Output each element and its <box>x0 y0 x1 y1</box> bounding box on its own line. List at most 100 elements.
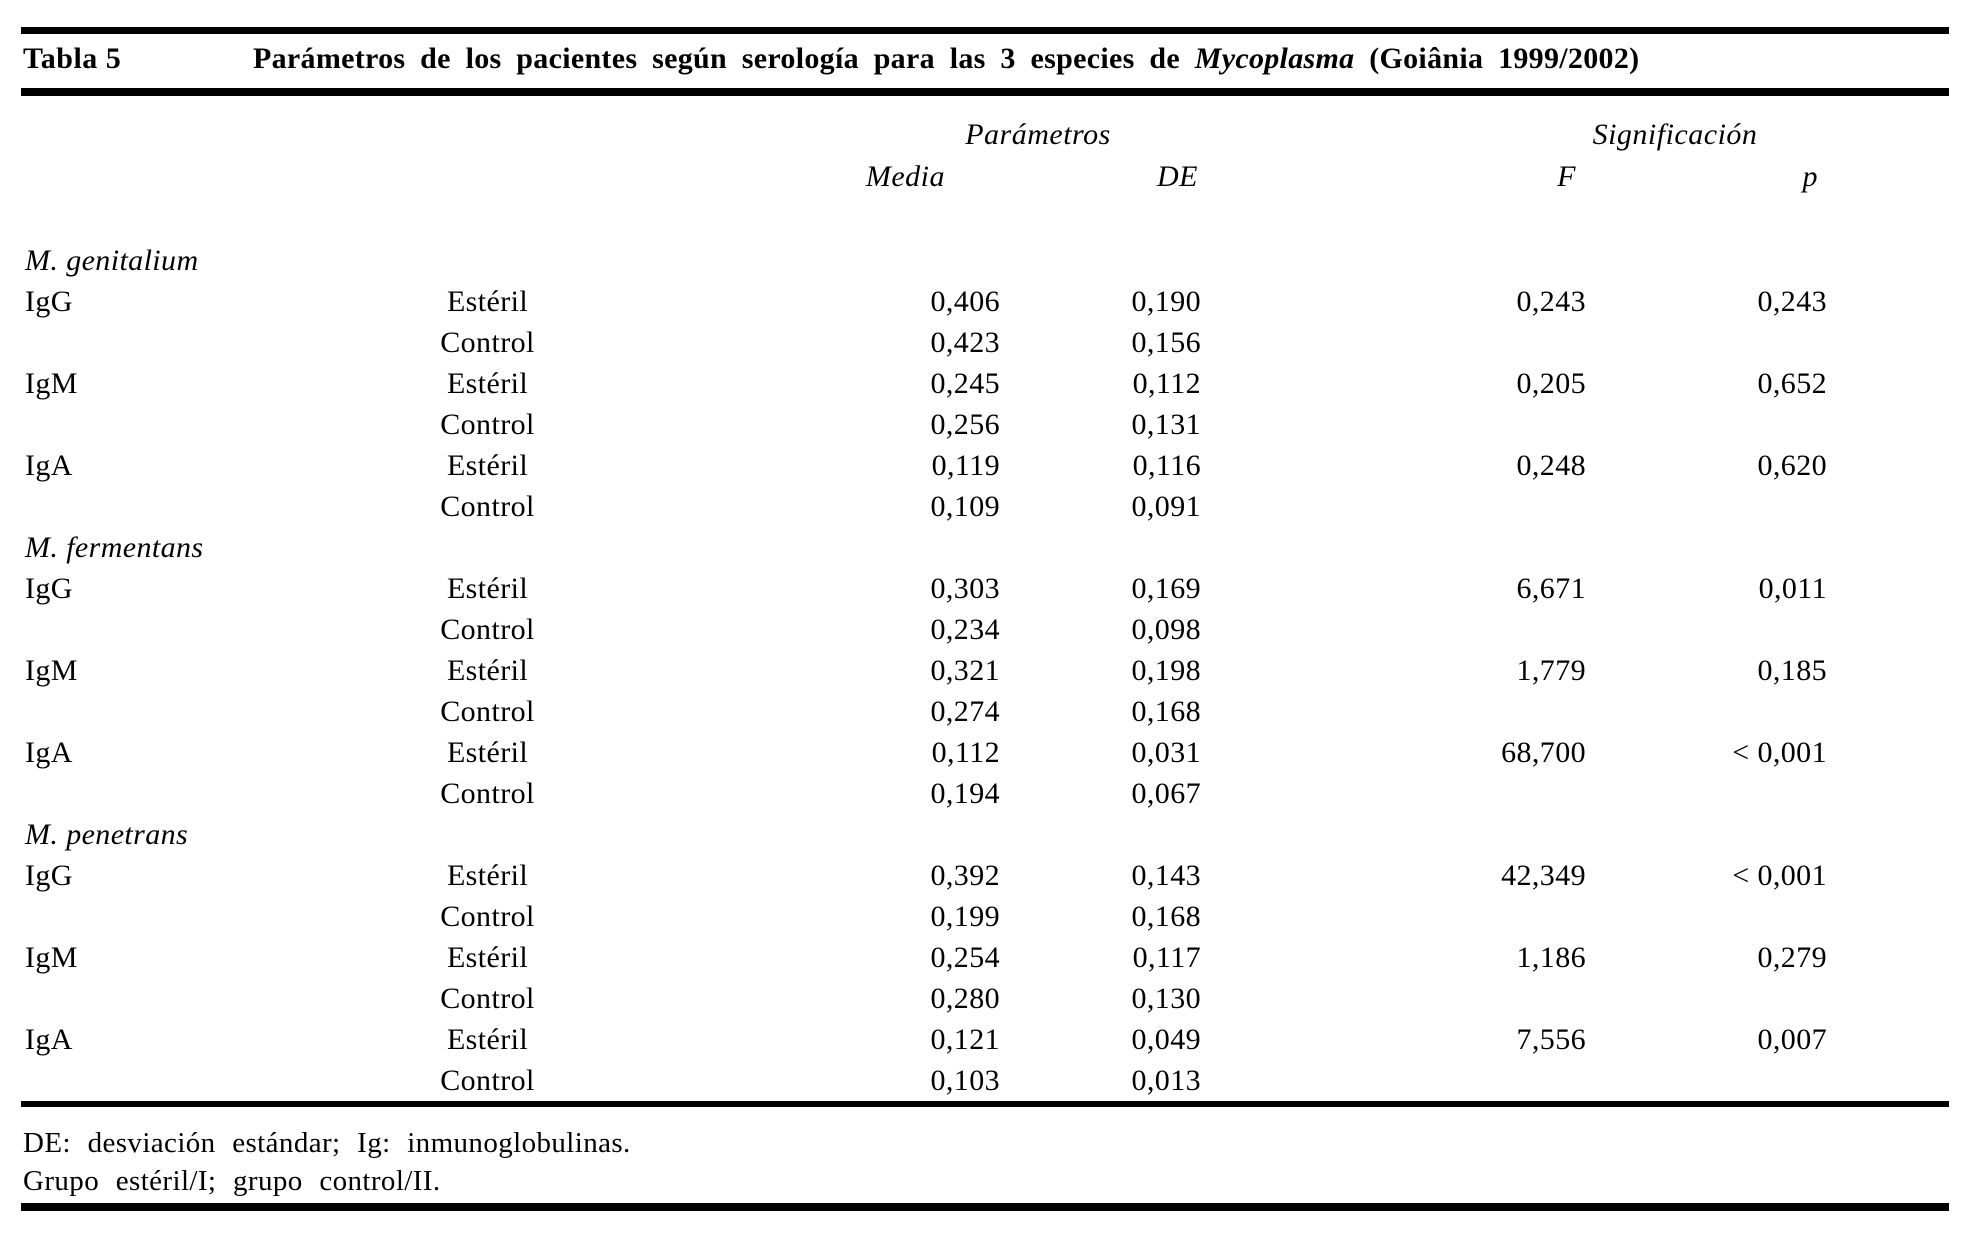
species-label: M. genitalium <box>25 243 199 277</box>
cell-f <box>1201 978 1586 1019</box>
cell-media: 0,121 <box>930 1022 1000 1056</box>
cell-spacer <box>1827 404 1949 445</box>
cell-p <box>1586 404 1827 445</box>
footnote-rule <box>21 1101 1949 1107</box>
title-rule <box>21 88 1949 96</box>
table-title-suffix: (Goiânia 1999/2002) <box>1354 42 1640 75</box>
cell-spacer <box>1827 1060 1949 1101</box>
bottom-rule <box>21 1203 1949 1211</box>
cell-de: 0,190 <box>1131 284 1201 318</box>
cell-de: 0,116 <box>1132 448 1201 482</box>
cell-immunoglobulin: IgM <box>25 653 78 687</box>
cell-immunoglobulin <box>25 691 385 732</box>
cell-f: 0,243 <box>1516 284 1586 318</box>
cell-spacer <box>1827 732 1949 773</box>
column-group-significacion: Significación <box>1592 118 1758 151</box>
cell-de: 0,117 <box>1132 940 1201 974</box>
cell-media: 0,103 <box>930 1063 1000 1097</box>
table-row: IgA Estéril 0,119 0,116 0,248 0,620 <box>25 445 1949 486</box>
table-row: Control 0,194 0,067 <box>25 773 1949 814</box>
cell-immunoglobulin: IgA <box>25 735 73 769</box>
cell-immunoglobulin <box>25 609 385 650</box>
cell-spacer <box>1827 486 1949 527</box>
column-group-parametros: Parámetros <box>965 118 1111 151</box>
cell-p <box>1586 486 1827 527</box>
cell-spacer <box>1827 650 1949 691</box>
cell-media: 0,254 <box>930 940 1000 974</box>
cell-media: 0,423 <box>930 325 1000 359</box>
table-row: Control 0,274 0,168 <box>25 691 1949 732</box>
species-label: M. penetrans <box>25 817 189 851</box>
table-title-prefix: Parámetros de los pacientes según serolo… <box>253 42 1195 75</box>
cell-immunoglobulin: IgG <box>25 284 73 318</box>
cell-p: 0,185 <box>1757 653 1827 687</box>
cell-immunoglobulin <box>25 773 385 814</box>
cell-f: 1,779 <box>1516 653 1586 687</box>
table-row: Control 0,199 0,168 <box>25 896 1949 937</box>
cell-group: Control <box>440 981 535 1015</box>
cell-f <box>1201 609 1586 650</box>
cell-group: Control <box>440 325 535 359</box>
cell-de: 0,131 <box>1131 407 1201 441</box>
cell-de: 0,168 <box>1131 899 1201 933</box>
cell-p: 0,007 <box>1757 1022 1827 1056</box>
cell-immunoglobulin <box>25 486 385 527</box>
top-rule <box>21 27 1949 34</box>
cell-p <box>1586 691 1827 732</box>
cell-group: Control <box>440 1063 535 1097</box>
cell-group: Estéril <box>446 284 529 318</box>
cell-de: 0,169 <box>1131 571 1201 605</box>
cell-de: 0,067 <box>1131 776 1201 810</box>
cell-immunoglobulin <box>25 1060 385 1101</box>
cell-f <box>1201 322 1586 363</box>
cell-spacer <box>1827 281 1949 322</box>
species-row: M. penetrans <box>25 814 1949 855</box>
cell-media: 0,194 <box>930 776 1000 810</box>
table-row: Control 0,256 0,131 <box>25 404 1949 445</box>
cell-group: Estéril <box>446 653 529 687</box>
cell-media: 0,234 <box>930 612 1000 646</box>
cell-p <box>1586 896 1827 937</box>
cell-immunoglobulin <box>25 978 385 1019</box>
cell-p <box>1586 609 1827 650</box>
cell-de: 0,112 <box>1132 366 1201 400</box>
table-row: IgM Estéril 0,254 0,117 1,186 0,279 <box>25 937 1949 978</box>
cell-media: 0,392 <box>930 858 1000 892</box>
cell-f: 1,186 <box>1516 940 1586 974</box>
cell-immunoglobulin: IgA <box>25 1022 73 1056</box>
cell-de: 0,156 <box>1131 325 1201 359</box>
cell-de: 0,091 <box>1131 489 1201 523</box>
cell-spacer <box>1827 896 1949 937</box>
cell-p: 0,011 <box>1758 571 1827 605</box>
table-row: IgM Estéril 0,321 0,198 1,779 0,185 <box>25 650 1949 691</box>
species-row: M. genitalium <box>25 240 1949 281</box>
table-row: IgG Estéril 0,406 0,190 0,243 0,243 <box>25 281 1949 322</box>
cell-de: 0,168 <box>1131 694 1201 728</box>
cell-media: 0,406 <box>930 284 1000 318</box>
cell-spacer <box>1827 568 1949 609</box>
cell-spacer <box>1827 609 1949 650</box>
cell-media: 0,256 <box>930 407 1000 441</box>
species-row: M. fermentans <box>25 527 1949 568</box>
column-header-de: DE <box>1157 160 1198 193</box>
cell-f: 0,205 <box>1516 366 1586 400</box>
cell-spacer <box>1827 855 1949 896</box>
footnote-groups: Grupo estéril/I; grupo control/II. <box>23 1165 441 1197</box>
table-row: Control 0,109 0,091 <box>25 486 1949 527</box>
cell-spacer <box>1827 322 1949 363</box>
cell-immunoglobulin: IgG <box>25 571 73 605</box>
cell-group: Control <box>440 694 535 728</box>
cell-de: 0,098 <box>1131 612 1201 646</box>
cell-p <box>1586 773 1827 814</box>
cell-media: 0,199 <box>930 899 1000 933</box>
cell-media: 0,303 <box>930 571 1000 605</box>
cell-p: < 0,001 <box>1732 858 1827 892</box>
cell-spacer <box>1827 691 1949 732</box>
cell-de: 0,143 <box>1131 858 1201 892</box>
cell-spacer <box>1827 937 1949 978</box>
cell-p <box>1586 1060 1827 1101</box>
cell-group: Control <box>440 776 535 810</box>
cell-media: 0,112 <box>931 735 1000 769</box>
table-row: Control 0,280 0,130 <box>25 978 1949 1019</box>
